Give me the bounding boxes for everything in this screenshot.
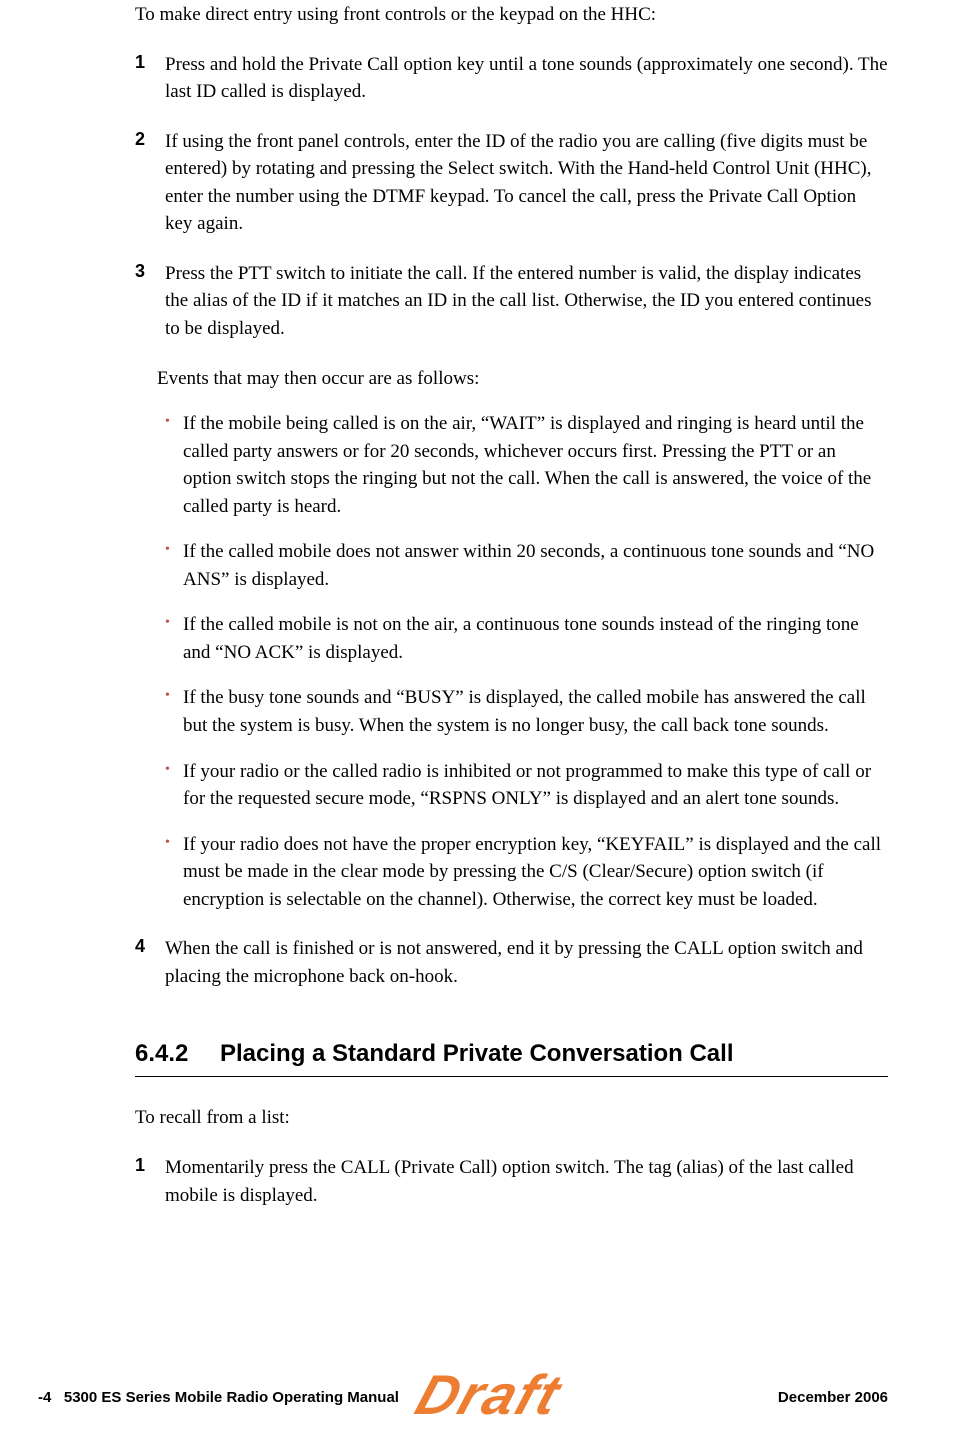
bullet-text: If your radio or the called radio is inh… (183, 758, 888, 813)
step-item: 1 Press and hold the Private Call option… (135, 51, 888, 106)
page-content: To make direct entry using front control… (135, 0, 888, 1209)
step-item: 2 If using the front panel controls, ent… (135, 128, 888, 238)
step-text: Press the PTT switch to initiate the cal… (165, 260, 888, 343)
step-number: 4 (135, 935, 165, 990)
step-text: Press and hold the Private Call option k… (165, 51, 888, 106)
step-text: When the call is finished or is not answ… (165, 935, 888, 990)
bullet-item: • If the busy tone sounds and “BUSY” is … (165, 684, 888, 739)
bullet-icon: • (165, 831, 183, 914)
bullet-item: • If your radio or the called radio is i… (165, 758, 888, 813)
bullet-text: If the called mobile is not on the air, … (183, 611, 888, 666)
section-title: Placing a Standard Private Conversation … (220, 1040, 734, 1068)
bullet-item: • If the called mobile is not on the air… (165, 611, 888, 666)
section-heading: 6.4.2 Placing a Standard Private Convers… (135, 1040, 888, 1068)
events-intro: Events that may then occur are as follow… (157, 365, 888, 393)
step-item: 3 Press the PTT switch to initiate the c… (135, 260, 888, 343)
section-intro: To recall from a list: (135, 1105, 888, 1132)
page-footer: -4 5300 ES Series Mobile Radio Operating… (0, 1389, 978, 1406)
step-number: 1 (135, 1154, 165, 1209)
section-divider (135, 1076, 888, 1077)
bullet-text: If the busy tone sounds and “BUSY” is di… (183, 684, 888, 739)
bullet-list: • If the mobile being called is on the a… (165, 410, 888, 913)
footer-right: December 2006 (778, 1389, 888, 1406)
step-number: 1 (135, 51, 165, 106)
bullet-icon: • (165, 611, 183, 666)
bullet-text: If your radio does not have the proper e… (183, 831, 888, 914)
section-heading-container: 6.4.2 Placing a Standard Private Convers… (135, 1040, 888, 1068)
bullet-icon: • (165, 410, 183, 520)
bullet-text: If the mobile being called is on the air… (183, 410, 888, 520)
footer-manual-title: 5300 ES Series Mobile Radio Operating Ma… (64, 1389, 399, 1406)
step-text: Momentarily press the CALL (Private Call… (165, 1154, 888, 1209)
section-number: 6.4.2 (135, 1040, 220, 1068)
step-item: 4 When the call is finished or is not an… (135, 935, 888, 990)
bullet-icon: • (165, 684, 183, 739)
footer-page-number: -4 (38, 1389, 51, 1406)
bullet-item: • If your radio does not have the proper… (165, 831, 888, 914)
bullet-item: • If the called mobile does not answer w… (165, 538, 888, 593)
step-text: If using the front panel controls, enter… (165, 128, 888, 238)
step-number: 3 (135, 260, 165, 343)
bullet-item: • If the mobile being called is on the a… (165, 410, 888, 520)
bullet-icon: • (165, 758, 183, 813)
bullet-text: If the called mobile does not answer wit… (183, 538, 888, 593)
step-item: 1 Momentarily press the CALL (Private Ca… (135, 1154, 888, 1209)
bullet-icon: • (165, 538, 183, 593)
step-number: 2 (135, 128, 165, 238)
footer-left: -4 5300 ES Series Mobile Radio Operating… (38, 1389, 399, 1406)
intro-paragraph: To make direct entry using front control… (135, 2, 888, 29)
